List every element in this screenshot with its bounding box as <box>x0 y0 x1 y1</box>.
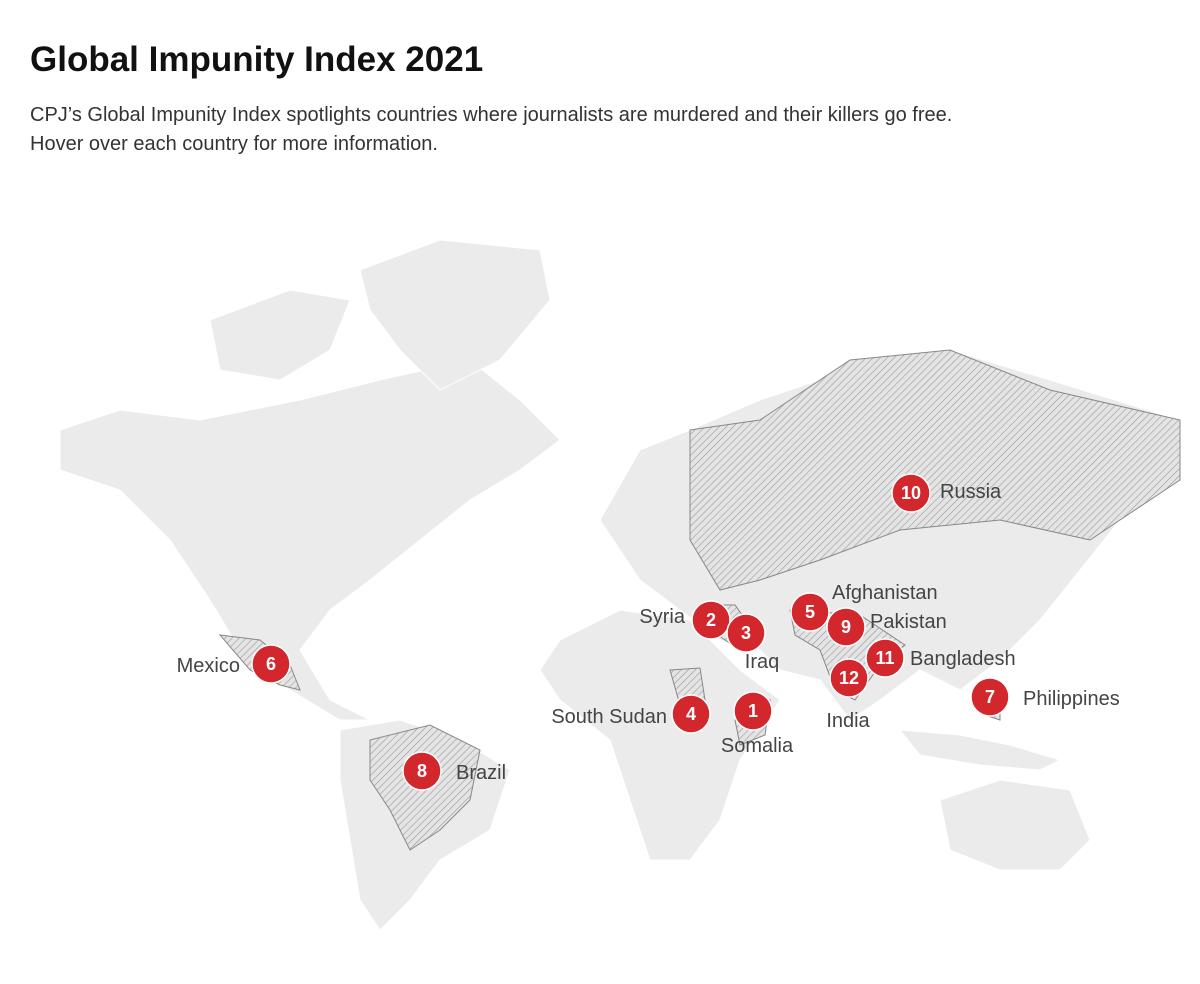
russia <box>689 349 1181 591</box>
subtitle: CPJ’s Global Impunity Index spotlights c… <box>30 104 953 126</box>
rank-badge <box>970 677 1010 717</box>
rank-badge <box>891 473 931 513</box>
rank-badge <box>790 592 830 632</box>
rank-number: 6 <box>266 654 276 674</box>
rank-number: 12 <box>839 668 859 688</box>
country-marker[interactable]: South Sudan 4 <box>551 694 711 734</box>
country-marker[interactable]: Pakistan 9 <box>826 607 947 647</box>
south-asia <box>789 609 906 701</box>
country-label: Russia <box>940 481 1002 503</box>
country-label: Afghanistan <box>832 582 938 604</box>
rank-badge <box>726 613 766 653</box>
title: Global Impunity Index 2021 <box>30 40 484 79</box>
rank-number: 4 <box>686 704 696 724</box>
rank-badge <box>733 691 773 731</box>
rank-number: 10 <box>901 483 921 503</box>
rank-badge <box>691 600 731 640</box>
country-marker[interactable]: Iraq 3 <box>726 613 779 673</box>
rank-number: 7 <box>985 687 995 707</box>
australia <box>939 779 1091 871</box>
country-label: Mexico <box>177 655 240 677</box>
rank-number: 8 <box>417 761 427 781</box>
rank-badge <box>671 694 711 734</box>
rank-number: 3 <box>741 623 751 643</box>
country-marker[interactable]: Somalia 1 <box>721 691 794 757</box>
country-marker[interactable]: Russia 10 <box>891 473 1002 513</box>
country-marker[interactable]: Afghanistan 5 <box>790 582 938 632</box>
rank-number: 11 <box>875 648 894 668</box>
continents <box>59 239 1181 931</box>
country-marker[interactable]: Syria 2 <box>639 600 731 640</box>
country-label: Somalia <box>721 735 794 757</box>
rank-number: 1 <box>748 701 758 721</box>
rank-badge <box>402 751 442 791</box>
north-america <box>59 359 561 721</box>
rank-badge <box>826 607 866 647</box>
country-label: Pakistan <box>870 611 947 633</box>
country-marker[interactable]: Bangladesh 11 <box>865 638 1016 678</box>
country-label: India <box>826 710 870 732</box>
highlighted-countries <box>218 349 1181 851</box>
rank-badge <box>829 658 869 698</box>
country-label: Brazil <box>456 762 506 784</box>
rank-number: 9 <box>841 617 851 637</box>
country-marker[interactable]: Philippines 7 <box>970 677 1120 717</box>
greenland <box>359 239 551 391</box>
rank-badge <box>251 644 291 684</box>
country-label: Syria <box>639 606 685 628</box>
subtitle: Hover over each country for more informa… <box>30 133 438 155</box>
country-marker[interactable]: Brazil 8 <box>402 751 506 791</box>
country-label: Bangladesh <box>910 648 1016 670</box>
country-marker[interactable]: India 12 <box>826 658 871 732</box>
rank-badge <box>865 638 905 678</box>
arctic-islands <box>209 289 351 381</box>
rank-number: 2 <box>706 610 716 630</box>
country-label: Philippines <box>1023 688 1120 710</box>
country-marker[interactable]: Mexico 6 <box>177 644 291 684</box>
rank-number: 5 <box>805 602 815 622</box>
country-label: South Sudan <box>551 706 667 728</box>
country-label: Iraq <box>745 651 779 673</box>
indonesia <box>898 729 1062 771</box>
